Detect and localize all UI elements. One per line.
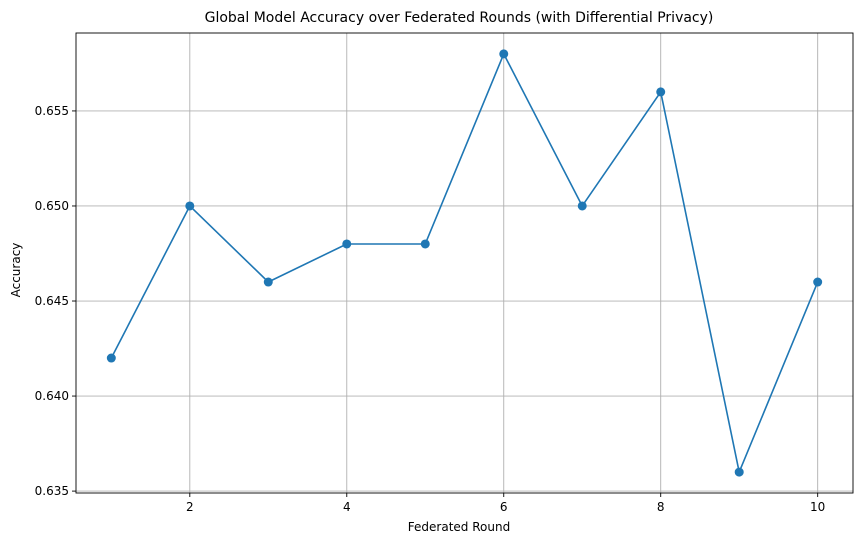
y-tick-label: 0.650: [35, 199, 69, 213]
grid: [76, 33, 853, 493]
data-point: [263, 277, 273, 287]
data-point: [734, 467, 744, 477]
y-tick-label: 0.640: [35, 389, 69, 403]
data-point: [577, 201, 587, 211]
data-point: [106, 353, 116, 363]
series-line: [110, 53, 819, 473]
x-axis-label: Federated Round: [408, 520, 510, 534]
x-tick-label: 4: [343, 500, 351, 514]
axes-frame: [75, 32, 854, 494]
chart-title: Global Model Accuracy over Federated Rou…: [205, 10, 714, 26]
data-point: [185, 201, 195, 211]
y-tick-label: 0.635: [35, 484, 69, 498]
data-point: [813, 277, 823, 287]
x-tick-label: 6: [500, 500, 508, 514]
data-point: [342, 239, 352, 249]
x-tick-label: 2: [186, 500, 194, 514]
x-tick-label: 10: [810, 500, 825, 514]
x-tick-label: 8: [657, 500, 665, 514]
y-axis-label: Accuracy: [9, 243, 23, 298]
y-tick-label: 0.645: [35, 294, 69, 308]
y-tick-label: 0.655: [35, 104, 69, 118]
data-point: [499, 49, 509, 59]
y-axis-ticks: 0.635 0.640 0.645 0.650 0.655: [35, 104, 76, 498]
data-point: [656, 87, 666, 97]
x-axis-ticks: 2 4 6 8 10: [186, 493, 825, 514]
data-point: [420, 239, 430, 249]
series-layer: [106, 49, 823, 477]
